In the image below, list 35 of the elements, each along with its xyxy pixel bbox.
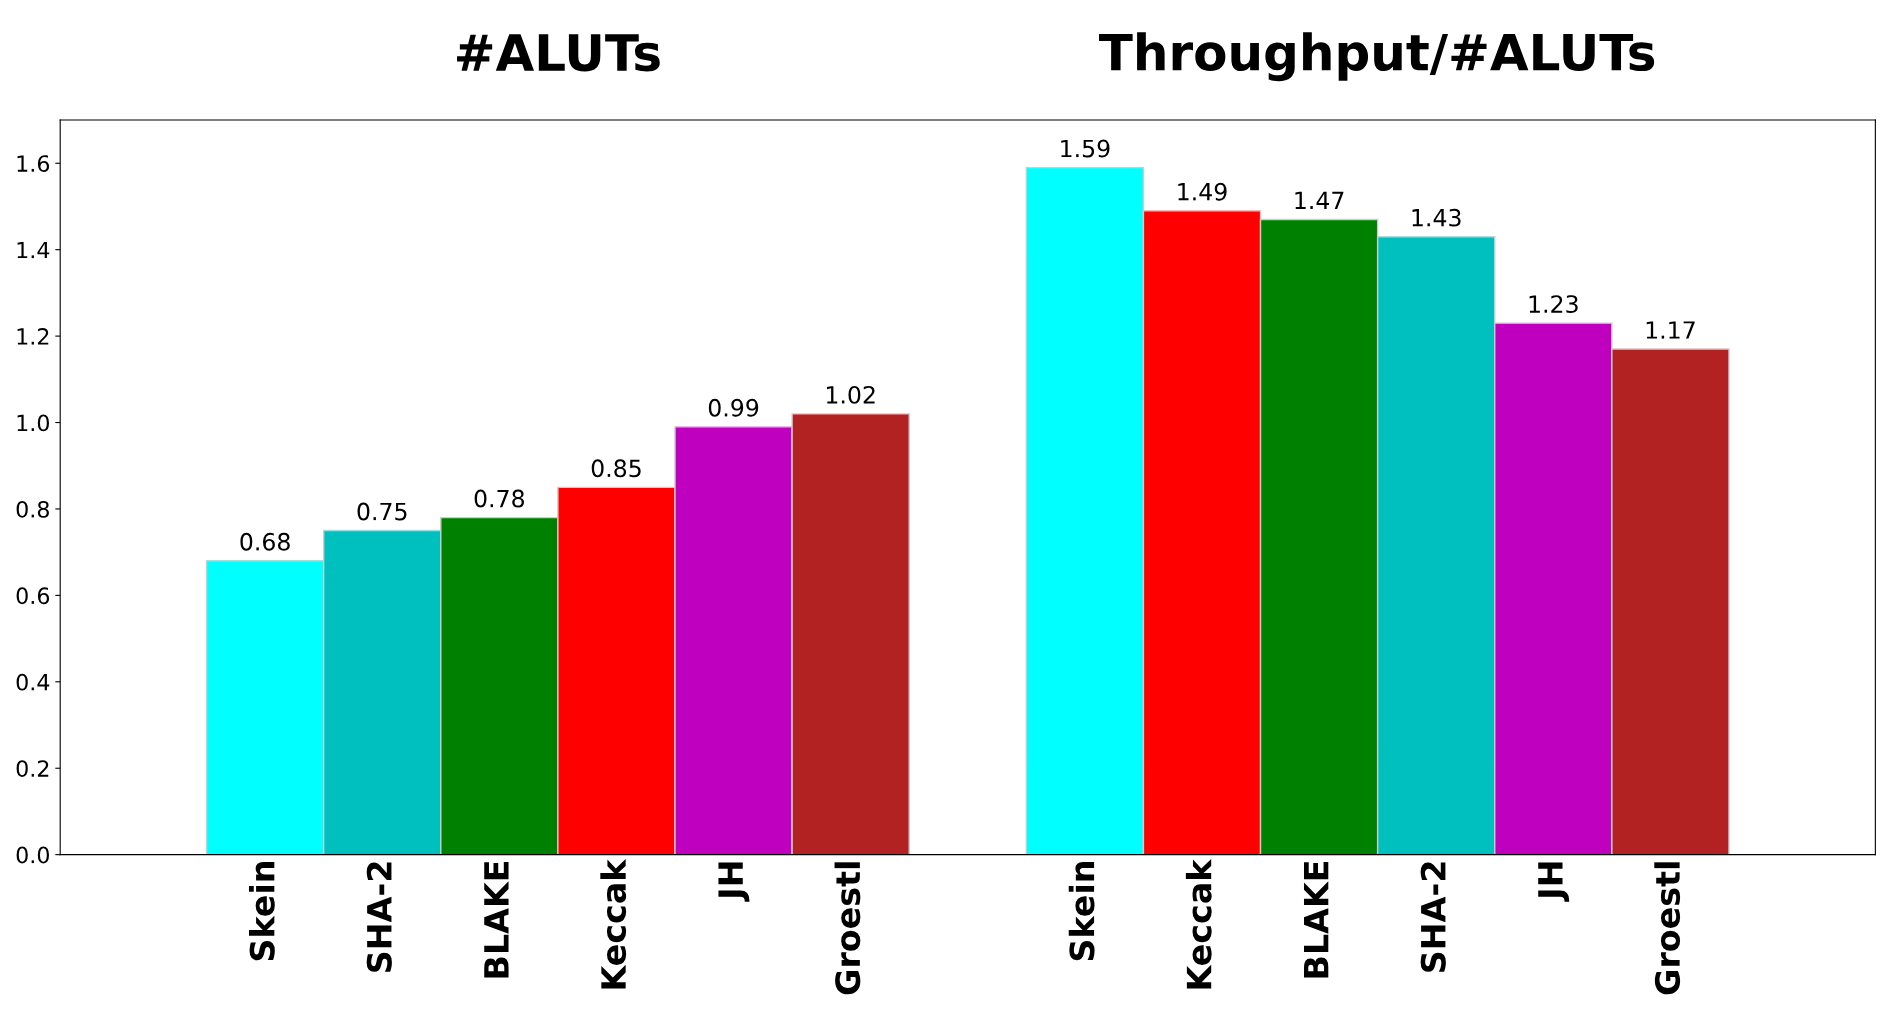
- y-tick-label: 1.2: [17, 328, 49, 345]
- y-tick-label: 1.6: [17, 155, 50, 173]
- x-tick-label: Keccak: [600, 858, 627, 989]
- data-label: 0.99: [708, 398, 759, 417]
- y-tick-label: 1.0: [17, 414, 49, 432]
- data-label: 1.17: [1646, 321, 1695, 339]
- x-tick-label: SHA-2: [366, 862, 392, 972]
- x-tick-label: Skein: [249, 862, 275, 961]
- x-tick-label: SHA-2: [1420, 862, 1446, 972]
- data-label: 1.47: [1295, 191, 1344, 209]
- x-tick-label: JH: [718, 862, 750, 902]
- text: Throughput/#ALUTs: [1099, 32, 1655, 82]
- y-tick-label: 0.2: [16, 760, 49, 777]
- x-tick-label: Groestl: [834, 862, 861, 995]
- x-tick-label: Skein: [1068, 862, 1095, 961]
- y-tick-label: 0.0: [16, 846, 49, 864]
- x-tick-label: BLAKE: [1303, 861, 1329, 978]
- data-label: 0.68: [240, 532, 290, 551]
- y-tick-label: 0.8: [16, 500, 49, 518]
- y-tick-label: 0.6: [16, 587, 50, 605]
- text: #ALUTs: [457, 34, 660, 72]
- data-label: 1.43: [1412, 208, 1461, 227]
- y-tick-label: 1.4: [17, 241, 50, 259]
- data-label: 1.23: [1529, 295, 1578, 314]
- x-tick-label: BLAKE: [484, 861, 509, 978]
- x-tick-label: JH: [1538, 862, 1570, 902]
- data-label: 1.59: [1061, 139, 1110, 158]
- data-label: 0.85: [591, 459, 641, 478]
- data-label: 0.78: [474, 489, 525, 508]
- data-label: 1.49: [1178, 182, 1227, 201]
- x-tick-label: Groestl: [1654, 862, 1681, 995]
- data-label: 0.75: [357, 502, 407, 521]
- y-tick-label: 0.4: [16, 673, 50, 691]
- x-tick-label: Keccak: [1185, 858, 1212, 989]
- data-label: 1.02: [826, 385, 875, 404]
